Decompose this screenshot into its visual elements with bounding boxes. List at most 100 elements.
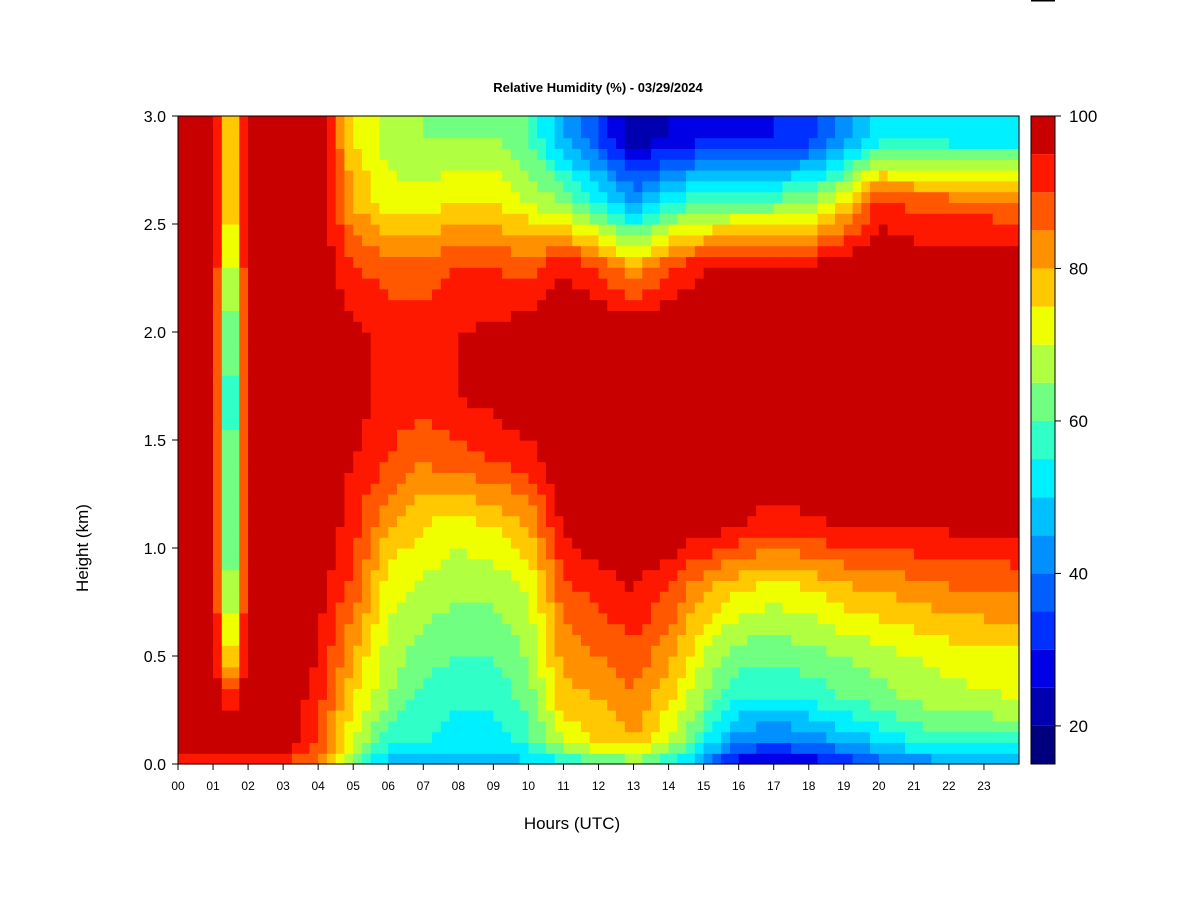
heat-cell xyxy=(283,688,293,700)
heat-cell xyxy=(764,450,775,463)
heat-cell xyxy=(256,386,267,398)
heat-cell xyxy=(738,483,749,495)
heat-cell xyxy=(361,407,372,419)
heat-cell xyxy=(467,623,477,635)
heat-cell xyxy=(808,332,819,344)
heat-cell xyxy=(642,515,652,527)
heat-cell xyxy=(808,213,819,225)
heat-cell xyxy=(379,364,389,376)
heat-cell xyxy=(668,634,678,646)
heat-cell xyxy=(572,137,582,149)
heat-cell xyxy=(773,645,784,657)
heat-cell xyxy=(712,483,722,495)
heat-cell xyxy=(572,688,582,700)
heat-cell xyxy=(467,288,477,301)
heat-cell xyxy=(642,591,652,603)
heat-cell xyxy=(484,234,494,247)
heat-cell xyxy=(782,612,792,625)
heat-cell xyxy=(835,666,845,679)
heat-cell xyxy=(283,396,293,409)
heat-cell xyxy=(791,137,801,149)
heat-cell xyxy=(335,753,346,765)
heat-cell xyxy=(432,407,442,419)
heat-cell xyxy=(379,753,389,765)
heat-cell xyxy=(887,569,897,581)
heat-cell xyxy=(887,634,897,646)
heat-cell xyxy=(878,137,889,149)
heat-cell xyxy=(361,602,372,614)
heat-cell xyxy=(896,148,906,160)
heat-cell xyxy=(817,191,827,203)
heat-cell xyxy=(475,623,486,635)
heat-cell xyxy=(896,202,906,214)
heat-cell xyxy=(335,634,346,646)
heat-cell xyxy=(361,245,372,257)
heat-cell xyxy=(870,558,880,571)
heat-cell xyxy=(756,548,766,560)
heat-cell xyxy=(554,688,565,700)
heat-cell xyxy=(510,666,521,679)
heat-cell xyxy=(721,731,731,743)
heat-cell xyxy=(256,148,267,160)
heat-cell xyxy=(563,569,573,581)
heat-cell xyxy=(475,710,486,722)
heat-cell xyxy=(545,170,556,182)
heat-cell xyxy=(799,731,810,743)
heat-cell xyxy=(379,407,389,419)
heat-cell xyxy=(335,256,346,268)
heat-cell xyxy=(519,710,530,722)
heat-cell xyxy=(178,299,188,311)
heat-cell xyxy=(738,375,749,387)
heat-cell xyxy=(642,224,652,236)
heat-cell xyxy=(554,612,565,625)
heat-cell xyxy=(791,342,801,355)
heat-cell xyxy=(440,731,451,743)
heat-cell xyxy=(178,634,188,646)
heat-cell xyxy=(782,656,792,668)
heat-cell xyxy=(835,267,845,279)
heat-cell xyxy=(344,753,354,765)
heat-cell xyxy=(738,191,749,203)
heat-cell xyxy=(563,504,573,517)
heat-cell xyxy=(905,580,915,592)
heat-cell xyxy=(248,710,258,722)
heat-cell xyxy=(782,288,792,301)
heat-cell xyxy=(861,429,871,441)
heat-cell xyxy=(361,580,372,592)
heat-cell xyxy=(870,580,880,592)
heat-cell xyxy=(291,256,302,268)
heat-cell xyxy=(808,364,819,376)
heat-cell xyxy=(651,450,661,463)
heat-cell xyxy=(791,461,801,473)
heat-cell xyxy=(572,180,582,193)
heat-cell xyxy=(537,267,547,279)
heat-cell xyxy=(677,159,687,171)
heat-cell xyxy=(204,288,214,301)
heat-cell xyxy=(353,753,363,765)
heat-cell xyxy=(239,591,249,603)
heat-cell xyxy=(353,310,363,322)
heat-cell xyxy=(178,548,188,560)
heat-cell xyxy=(379,742,389,754)
heat-cell xyxy=(721,537,731,549)
heat-cell xyxy=(397,342,407,355)
heat-cell xyxy=(738,159,749,171)
heat-cell xyxy=(729,407,740,419)
heat-cell xyxy=(712,299,722,311)
heat-cell xyxy=(607,450,617,463)
heat-cell xyxy=(729,656,740,668)
heat-cell xyxy=(764,612,775,625)
heat-cell xyxy=(283,461,293,473)
heat-cell xyxy=(537,677,547,689)
heat-cell xyxy=(440,537,451,549)
heat-cell xyxy=(870,342,880,355)
heat-cell xyxy=(756,494,766,506)
heat-cell xyxy=(502,126,512,139)
heat-cell xyxy=(563,742,573,754)
heat-cell xyxy=(799,515,810,527)
heat-cell xyxy=(537,126,547,139)
heat-cell xyxy=(721,386,731,398)
heat-cell xyxy=(432,224,442,236)
heat-cell xyxy=(668,731,678,743)
heat-cell xyxy=(817,159,827,171)
